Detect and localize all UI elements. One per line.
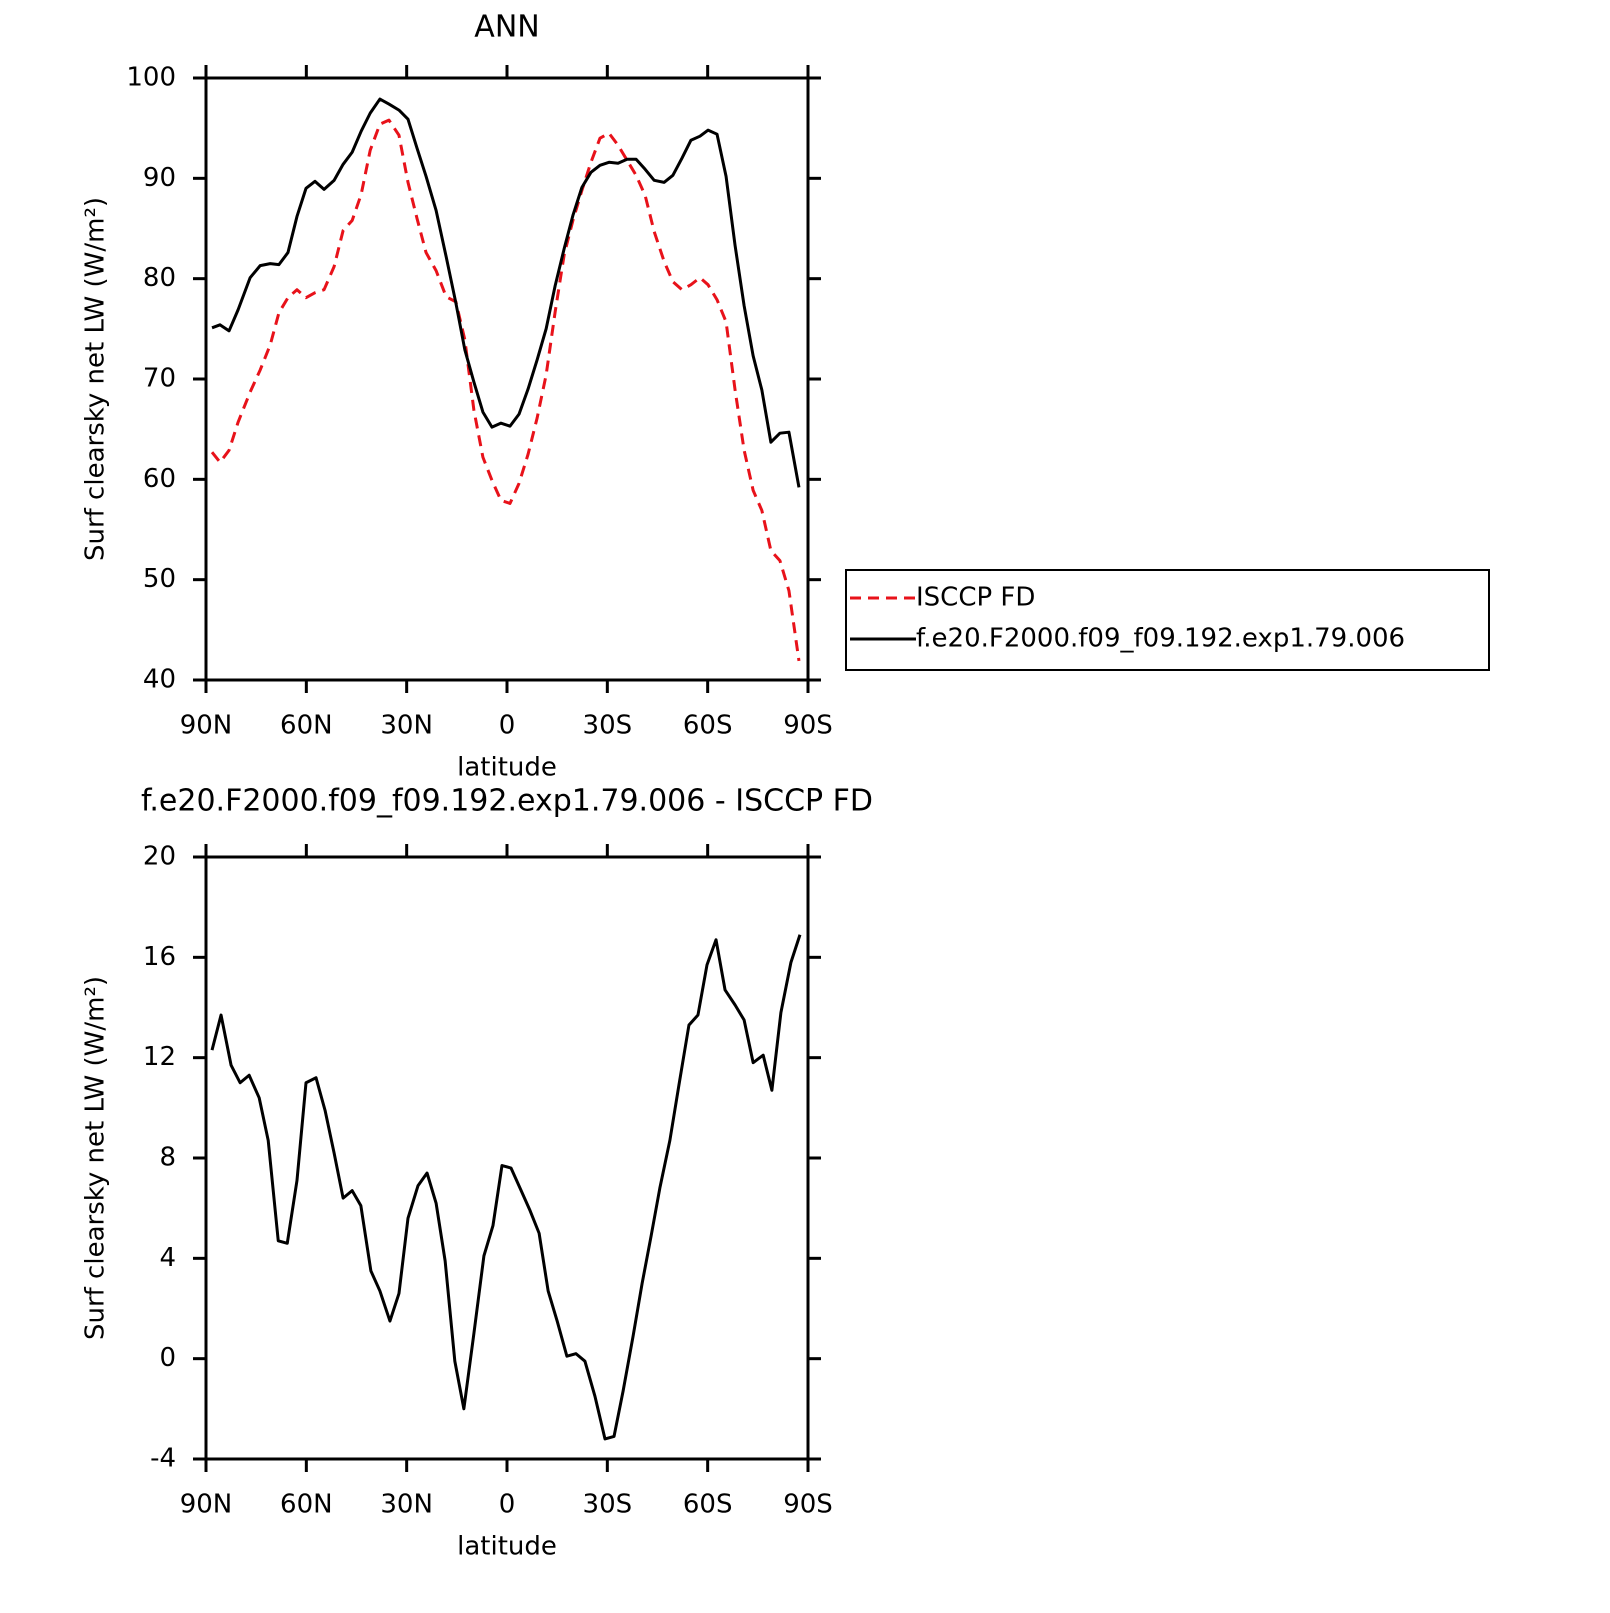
x-tick-label: 30N: [380, 1490, 433, 1520]
x-tick-label: 90S: [783, 711, 833, 741]
chart-title: ANN: [474, 10, 539, 45]
legend-label: ISCCP FD: [916, 583, 1035, 613]
y-tick-label: 0: [159, 1343, 176, 1373]
y-tick-label: 20: [143, 842, 176, 872]
y-tick-label: 90: [143, 163, 176, 193]
x-tick-label: 30S: [583, 711, 633, 741]
y-tick-label: 80: [143, 263, 176, 293]
y-tick-label: 8: [159, 1143, 176, 1173]
plot-frame: [204, 855, 810, 1461]
x-tick-label: 0: [499, 1490, 516, 1520]
x-tick-label: 90N: [180, 1490, 233, 1520]
x-tick-label: 30S: [583, 1490, 633, 1520]
y-tick-label: 16: [143, 942, 176, 972]
y-axis-label: Surf clearsky net LW (W/m²): [81, 197, 111, 561]
y-tick-label: 12: [143, 1042, 176, 1072]
x-tick-label: 0: [499, 711, 516, 741]
x-axis-label: latitude: [457, 753, 557, 783]
x-tick-label: 60S: [683, 711, 733, 741]
y-tick-label: 40: [143, 665, 176, 695]
x-tick-label: 90N: [180, 711, 233, 741]
y-tick-label: 50: [143, 564, 176, 594]
x-tick-label: 30N: [380, 711, 433, 741]
y-tick-label: -4: [150, 1444, 176, 1474]
y-tick-label: 60: [143, 464, 176, 494]
data-line: [210, 934, 802, 1441]
data-line: [211, 97, 801, 488]
y-axis-label: Surf clearsky net LW (W/m²): [81, 976, 111, 1340]
x-axis-label: latitude: [457, 1532, 557, 1562]
plot-frame: [204, 76, 810, 682]
x-tick-label: 90S: [783, 1490, 833, 1520]
data-line: [210, 118, 801, 662]
x-tick-label: 60N: [280, 1490, 333, 1520]
legend-label: f.e20.F2000.f09_f09.192.exp1.79.006: [916, 624, 1405, 654]
legend-box: [845, 569, 1490, 671]
y-tick-label: 70: [143, 364, 176, 394]
x-tick-label: 60S: [683, 1490, 733, 1520]
y-tick-label: 4: [159, 1243, 176, 1273]
y-tick-label: 100: [126, 63, 176, 93]
x-tick-label: 60N: [280, 711, 333, 741]
chart-title: f.e20.F2000.f09_f09.192.exp1.79.006 - IS…: [141, 784, 873, 819]
